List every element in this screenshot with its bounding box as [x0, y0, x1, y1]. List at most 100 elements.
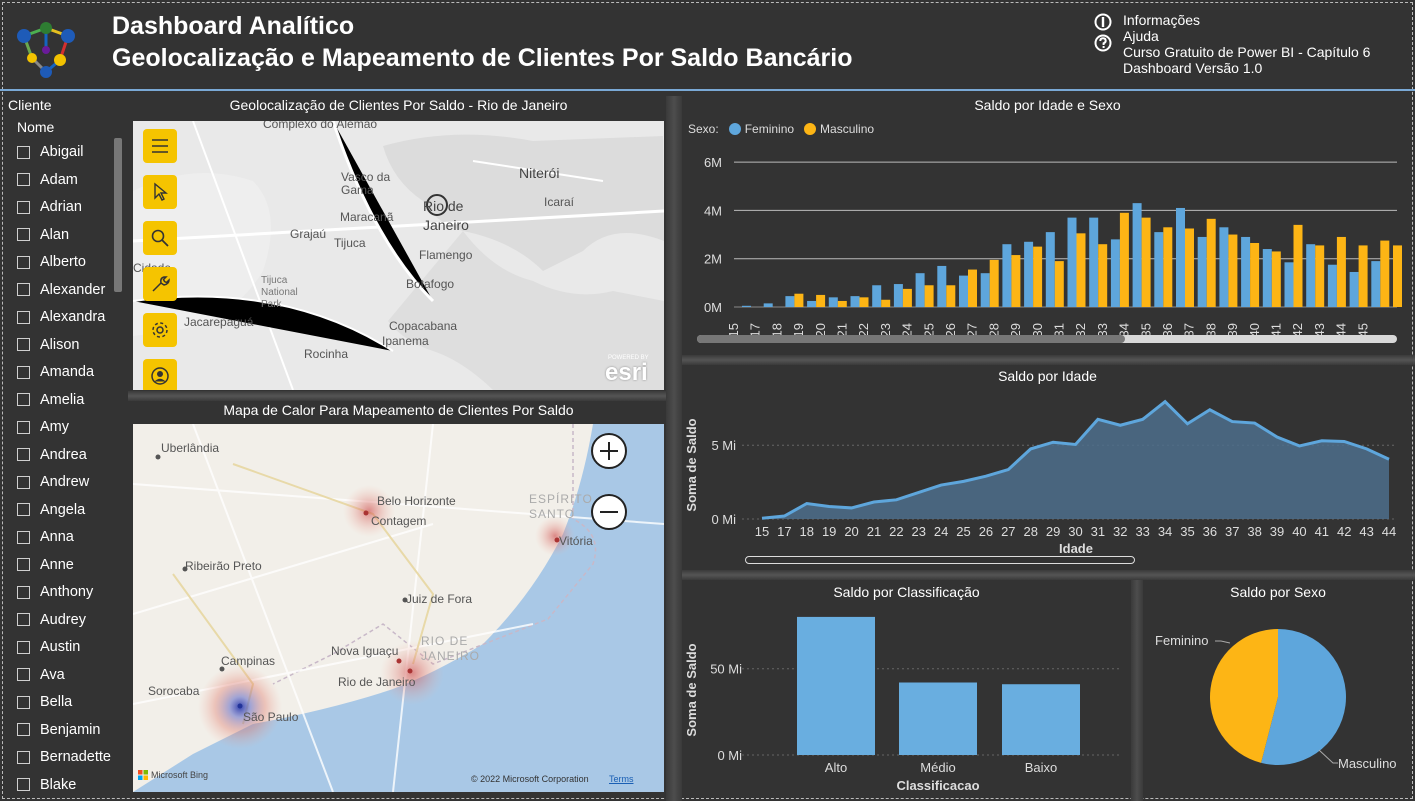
bar-masculino	[837, 300, 847, 307]
slicer-checkbox[interactable]	[17, 723, 30, 736]
x-tick-label: 31	[1091, 524, 1105, 539]
slicer-item[interactable]: Alison	[17, 334, 80, 356]
slicer-checkbox[interactable]	[17, 668, 30, 681]
x-tick-label: 41	[1269, 323, 1284, 335]
map-menu-button[interactable]	[143, 129, 177, 163]
slicer-checkbox[interactable]	[17, 475, 30, 489]
slicer-item[interactable]: Adrian	[17, 196, 82, 218]
map-settings-button[interactable]	[143, 313, 177, 347]
x-tick-label: 26	[943, 323, 958, 335]
map-user-button[interactable]	[143, 359, 177, 390]
slicer-item[interactable]: Amy	[17, 416, 69, 438]
slicer-item[interactable]: Amanda	[17, 361, 94, 383]
molecule-logo-icon	[17, 22, 75, 78]
x-tick-label: 38	[1247, 524, 1261, 539]
x-tick-label: 18	[769, 323, 784, 335]
y-axis-label: Soma de Saldo	[684, 418, 699, 511]
slicer-checkbox[interactable]	[17, 310, 30, 324]
slicer-checkbox[interactable]	[17, 338, 30, 351]
slicer-item[interactable]: Anne	[17, 554, 74, 576]
slicer-item[interactable]: Angela	[17, 499, 85, 521]
slicer-item[interactable]: Ava	[17, 664, 65, 686]
map-label: Maracanã	[340, 210, 394, 224]
slicer-checkbox[interactable]	[17, 283, 30, 296]
slicer-checkbox[interactable]	[17, 448, 30, 461]
header: Dashboard Analítico Geolocalização e Map…	[0, 0, 1415, 91]
slicer-item[interactable]: Andrew	[17, 471, 89, 493]
slicer-checkbox[interactable]	[17, 145, 30, 159]
map-select-button[interactable]	[143, 175, 177, 209]
slicer-checkbox[interactable]	[17, 778, 30, 791]
slicer-item[interactable]: Alberto	[17, 251, 86, 273]
x-tick-label: 23	[878, 323, 893, 335]
slicer-checkbox[interactable]	[17, 640, 30, 654]
x-tick-label: 36	[1203, 524, 1217, 539]
slicer-item[interactable]: Alexander	[17, 279, 105, 301]
map-rio-title: Geolocalização de Clientes Por Saldo - R…	[229, 97, 568, 113]
help-link[interactable]: Ajuda	[1123, 28, 1159, 44]
slicer-checkbox[interactable]	[17, 530, 30, 544]
bar-masculino	[1011, 255, 1021, 307]
slicer-item-label: Anthony	[40, 584, 94, 600]
slicer-item[interactable]: Bella	[17, 691, 72, 713]
bar-feminino	[980, 273, 990, 307]
slicer-item[interactable]: Amelia	[17, 389, 84, 411]
slicer-checkbox[interactable]	[17, 420, 30, 434]
terms-link[interactable]: Terms	[609, 774, 634, 784]
chart-sex[interactable]: Masculino Feminino	[1143, 600, 1413, 800]
legend-label-feminino[interactable]: Feminino	[744, 122, 795, 136]
map-rio[interactable]: Complexo do Alemão Vasco da Gama Niterói…	[133, 121, 664, 390]
zoom-in-button[interactable]	[591, 433, 627, 469]
slicer-item[interactable]: Anthony	[17, 581, 93, 603]
slicer-checkbox[interactable]	[17, 585, 30, 599]
chart-sex-age[interactable]: 0M 2M 4M 6M 15 17 18 19 20 21 22 23 24 25 26 27 28 29 30 31…	[682, 140, 1413, 335]
slicer-checkbox[interactable]	[17, 695, 30, 709]
legend-label-masculino[interactable]: Masculino	[820, 122, 875, 136]
slicer-item-label: Amanda	[40, 364, 95, 380]
slicer-checkbox[interactable]	[17, 255, 30, 269]
city-label: Campinas	[221, 654, 276, 668]
slicer-item[interactable]: Abigail	[17, 141, 84, 163]
slicer-item[interactable]: Audrey	[17, 609, 86, 631]
copyright-text: © 2022 Microsoft Corporation	[471, 774, 589, 784]
chart-age[interactable]: 0 Mi 5 Mi 15 17 18 19 20 21 22 23 24 25 26 27 28 29 30 31…	[682, 385, 1413, 560]
bar-masculino	[902, 288, 912, 307]
info-link[interactable]: Informações	[1123, 12, 1201, 28]
slicer-item[interactable]: Anna	[17, 526, 74, 548]
panel-separator	[128, 391, 668, 401]
slicer-scrollbar[interactable]	[114, 138, 122, 292]
map-tools-button[interactable]	[143, 267, 177, 301]
x-tick-label: Baixo	[1025, 760, 1058, 775]
slicer-checkbox[interactable]	[17, 750, 30, 764]
map-search-button[interactable]	[143, 221, 177, 255]
slicer-item[interactable]: Adam	[17, 169, 78, 191]
chart-sex-age-scroll-thumb[interactable]	[697, 335, 1125, 343]
leader-line	[1215, 640, 1231, 644]
slicer-checkbox[interactable]	[17, 393, 30, 406]
city-label: Uberlândia	[161, 441, 220, 455]
heatmap-map[interactable]: Uberlândia Belo Horizonte Contagem ESPÍR…	[133, 424, 664, 792]
slicer-item[interactable]: Alan	[17, 224, 69, 246]
slicer-item[interactable]: Alexandra	[17, 306, 105, 328]
bar-feminino	[1306, 244, 1316, 307]
slicer-checkbox[interactable]	[17, 173, 30, 186]
chart-age-scroll[interactable]	[745, 556, 1135, 564]
slicer-item[interactable]: Benjamin	[17, 719, 100, 741]
slicer-item[interactable]: Andrea	[17, 444, 87, 466]
slicer-checkbox[interactable]	[17, 200, 30, 214]
chart-class[interactable]: 0 Mi 50 Mi Alto Médio Baixo Classificacao Soma…	[682, 600, 1131, 800]
zoom-out-button[interactable]	[591, 494, 627, 530]
help-icon[interactable]	[1094, 34, 1112, 52]
slicer-checkbox[interactable]	[17, 558, 30, 571]
slicer-item[interactable]: Bernadette	[17, 746, 111, 768]
info-icon[interactable]	[1094, 13, 1112, 31]
slicer-checkbox[interactable]	[17, 503, 30, 516]
bar-feminino	[1349, 271, 1359, 307]
bar-masculino	[1076, 233, 1086, 307]
bar-feminino	[1219, 227, 1229, 307]
slicer-item[interactable]: Blake	[17, 774, 76, 796]
slicer-checkbox[interactable]	[17, 365, 30, 379]
slicer-checkbox[interactable]	[17, 613, 30, 626]
slicer-checkbox[interactable]	[17, 228, 30, 241]
slicer-item[interactable]: Austin	[17, 636, 80, 658]
